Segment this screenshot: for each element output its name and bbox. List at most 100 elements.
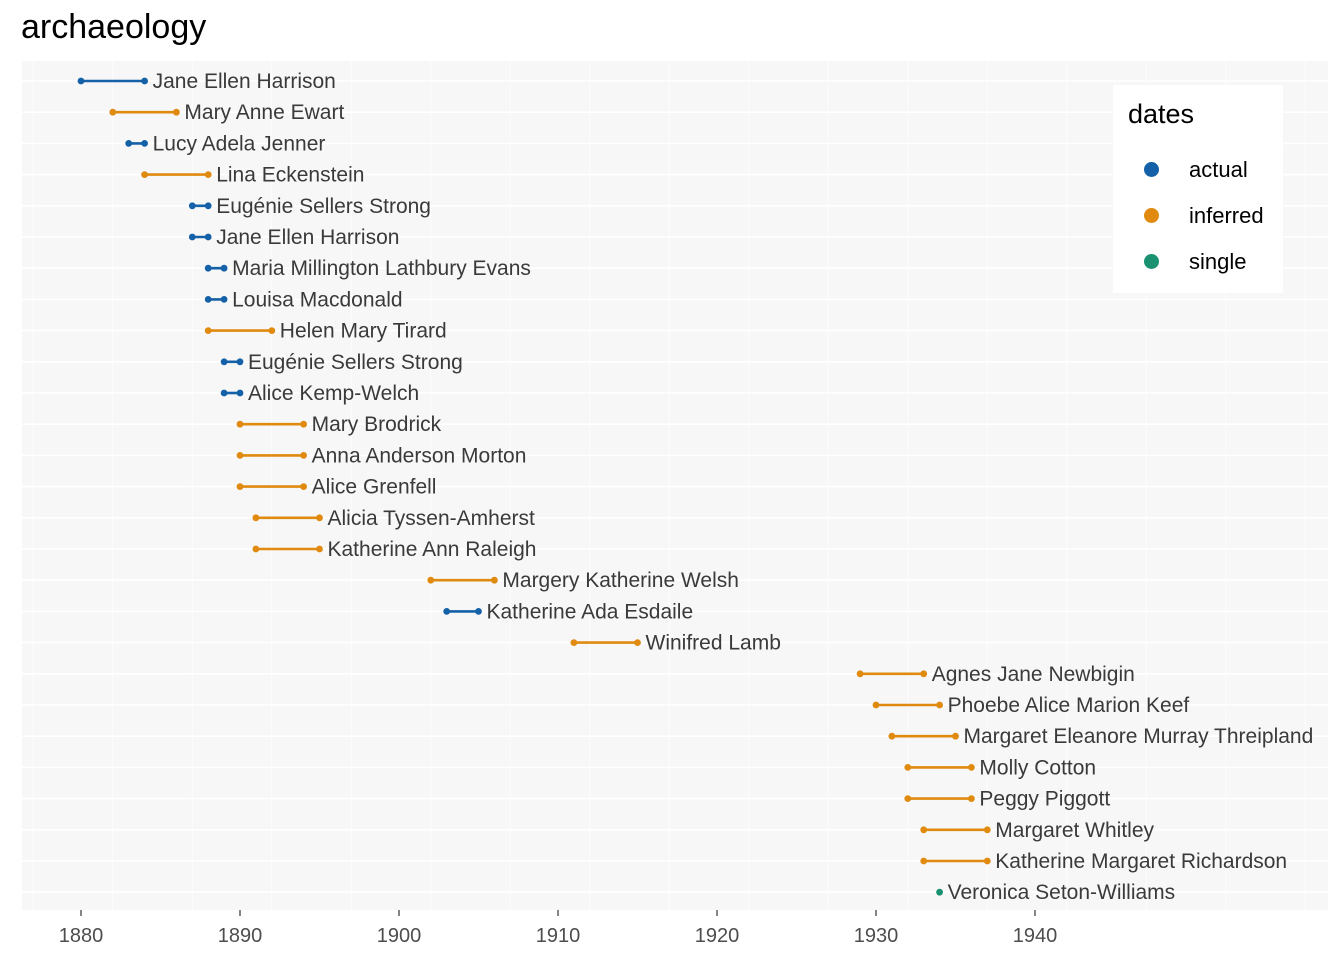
range-start-point [904,764,912,771]
range-start-point [252,514,260,522]
range-end-point [952,732,959,740]
legend-title: dates [1128,99,1195,129]
legend-label-actual: actual [1189,157,1248,182]
range-end-point [968,764,975,771]
row-label: Maria Millington Lathbury Evans [232,257,531,280]
row-label: Lucy Adela Jenner [153,132,326,155]
range-start-point [236,452,244,459]
range-start-point [188,233,196,241]
x-tick-label: 1880 [59,925,104,947]
range-end-point [920,670,928,678]
range-start-point [220,358,228,366]
legend-swatch-actual [1144,162,1159,177]
row-labels: Jane Ellen Harrison Mary Anne Ewart Lucy A… [153,70,1314,904]
row-label: Jane Ellen Harrison [153,70,336,93]
row-label: Katherine Margaret Richardson [995,850,1287,873]
row-label: Helen Mary Tirard [280,320,447,343]
chart-title: archaeology [21,8,207,46]
row-label: Alice Kemp-Welch [248,382,419,405]
row-label: Mary Anne Ewart [184,101,344,124]
range-end-point [141,140,149,147]
range-start-point [920,857,928,865]
row-label: Winifred Lamb [646,632,781,655]
range-end-point [300,452,307,459]
row-label: Mary Brodrick [312,413,442,436]
legend-label-single: single [1189,249,1247,274]
range-start-point [443,608,451,615]
row-label: Agnes Jane Newbigin [932,663,1135,686]
x-tick-label: 1920 [695,925,740,947]
range-start-point [125,140,133,147]
row-label: Alicia Tyssen-Amherst [328,507,536,530]
range-start-point [220,389,228,397]
row-label: Margery Katherine Welsh [502,569,739,592]
row-label: Eugénie Sellers Strong [216,195,431,218]
row-label: Veronica Seton-Williams [948,881,1176,904]
range-start-point [188,202,196,210]
range-start-point [109,108,117,116]
range-start-point [204,264,212,272]
range-start-point [427,576,435,584]
row-label: Anna Anderson Morton [312,444,527,467]
row-label: Phoebe Alice Marion Keef [948,694,1190,717]
range-start-point [570,639,578,646]
range-end-point [204,202,212,210]
x-tick-label: 1900 [377,925,422,947]
x-tick-label: 1890 [218,925,263,947]
range-end-point [300,483,307,490]
range-end-point [220,296,228,303]
range-start-point [920,826,928,834]
row-label: Alice Grenfell [312,476,437,499]
row-label: Molly Cotton [979,756,1096,779]
range-start-point [236,420,244,428]
range-end-point [141,77,149,85]
range-end-point [268,327,276,334]
range-end-point [204,233,212,241]
range-end-point [236,358,244,366]
range-start-point [872,701,880,709]
row-label: Margaret Whitley [995,819,1154,842]
range-end-point [936,701,943,709]
row-label: Katherine Ann Raleigh [328,538,537,561]
range-end-point [220,264,228,272]
legend-item-inferred: inferred [1113,196,1283,236]
range-end-point [300,420,307,428]
row-label: Lina Eckenstein [216,164,364,187]
grid-lines [22,61,1328,910]
legend-item-single: single [1113,242,1283,282]
range-end-point [968,795,975,802]
range-end-point [236,389,244,397]
range-start-point [236,483,244,490]
range-end-point [983,857,991,865]
x-tick-label: 1910 [536,925,581,947]
range-end-point [316,514,323,522]
range-end-point [936,888,943,896]
legend-swatch-single [1144,254,1159,269]
legend-swatch-inferred [1144,208,1159,223]
row-label: Margaret Eleanore Murray Threipland [964,725,1314,748]
row-label: Eugénie Sellers Strong [248,351,463,374]
range-end-point [316,545,323,553]
range-end-point [634,639,641,646]
legend: dates actual inferred single [1113,85,1283,293]
range-end-point [475,608,482,615]
range-start-point [904,795,912,802]
range-start-point [888,732,896,740]
x-tick-label: 1940 [1013,925,1058,947]
range-end-point [491,576,498,584]
legend-item-actual: actual [1113,150,1283,190]
range-start-point [204,296,212,303]
range-start-point [141,171,149,179]
range-start-point [204,327,212,334]
range-end-point [173,108,180,116]
legend-label-inferred: inferred [1189,203,1264,228]
row-label: Louisa Macdonald [232,288,402,311]
row-label: Katherine Ada Esdaile [487,600,694,623]
row-label: Peggy Piggott [979,788,1110,811]
range-end-point [204,171,212,179]
range-start-point [856,670,864,678]
x-axis-ticks: 1880 1890 1900 1910 1920 1930 1940 [59,910,1058,947]
range-end-point [983,826,991,834]
range-start-point [77,77,85,85]
